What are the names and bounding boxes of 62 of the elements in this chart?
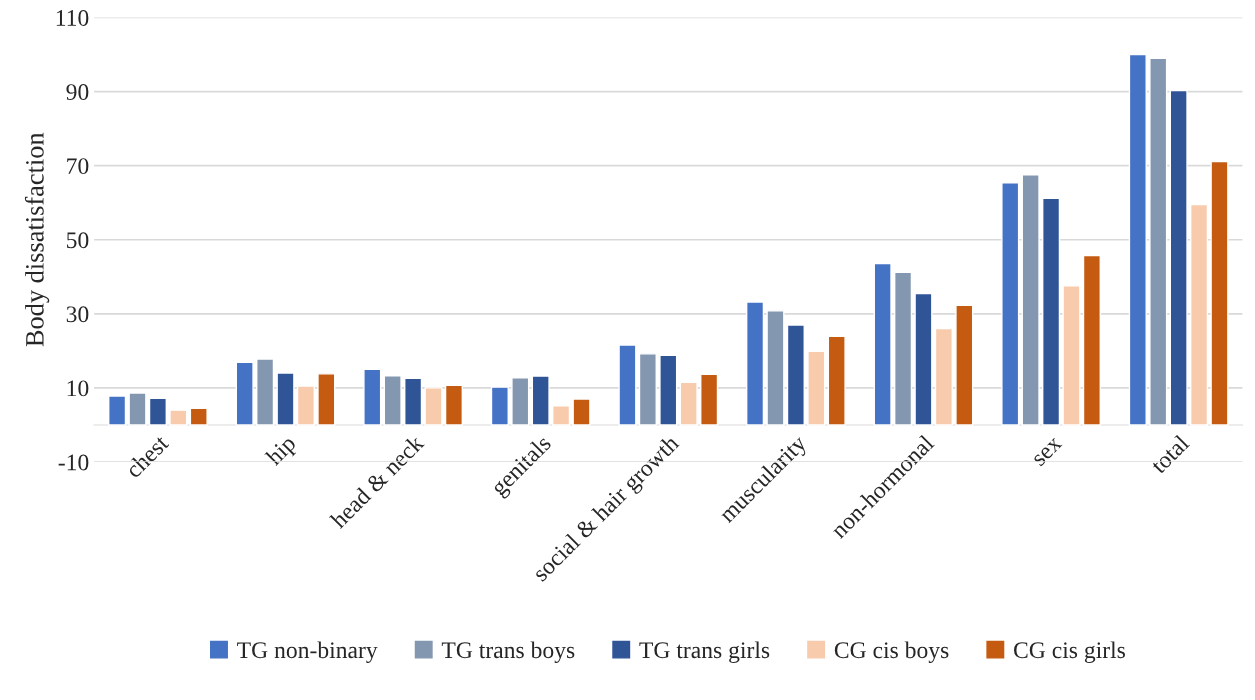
- bar: [490, 386, 509, 426]
- bar: [572, 398, 591, 426]
- bar: [296, 385, 315, 426]
- bar: [1001, 182, 1020, 426]
- bar: [444, 384, 463, 426]
- bar: [404, 377, 423, 426]
- bar: [700, 373, 719, 426]
- bar: [1128, 53, 1147, 426]
- x-tick-label: total: [1149, 433, 1191, 475]
- legend-label: TG trans boys: [441, 641, 575, 663]
- legend-label: TG non-binary: [237, 641, 378, 663]
- bar: [914, 292, 933, 426]
- bar: [873, 262, 892, 426]
- bar: [745, 301, 765, 426]
- bar: [363, 368, 382, 426]
- y-tick-label: -10: [58, 454, 89, 471]
- bar: [1149, 57, 1168, 426]
- x-tick-label: chest: [124, 433, 170, 479]
- bar: [531, 375, 550, 426]
- bar: [893, 271, 913, 426]
- bar: [1190, 203, 1209, 426]
- bar: [169, 409, 188, 426]
- bar: [1082, 254, 1101, 426]
- bar: [1041, 197, 1061, 426]
- y-tick-label: 50: [67, 232, 89, 249]
- bar: [148, 397, 167, 426]
- bar: [552, 405, 571, 426]
- bar: [276, 372, 295, 426]
- bar: [128, 392, 147, 426]
- bar: [235, 361, 254, 426]
- bar: [618, 344, 637, 426]
- legend-label: CG cis boys: [834, 641, 949, 663]
- x-tick-label: hip: [264, 433, 300, 470]
- bar: [383, 374, 402, 426]
- y-tick-label: 10: [67, 380, 89, 397]
- x-tick-label: sex: [1033, 437, 1063, 467]
- bar: [827, 335, 846, 426]
- y-tick-label: 110: [56, 9, 89, 26]
- bar: [1021, 174, 1040, 426]
- bar: [659, 354, 678, 426]
- bar: [256, 358, 275, 426]
- y-axis-title: Body dissatisfaction: [24, 132, 50, 347]
- y-tick-label: 70: [67, 158, 89, 175]
- y-tick-label: 30: [66, 306, 89, 323]
- y-tick-label: 90: [66, 84, 89, 101]
- bar: [679, 381, 698, 426]
- bar: [807, 350, 826, 426]
- bar: [786, 324, 805, 426]
- bar: [1169, 89, 1188, 426]
- bar: [424, 387, 443, 426]
- bar: [955, 304, 974, 426]
- legend-label: TG trans girls: [639, 641, 770, 663]
- bar: [511, 377, 530, 426]
- bar: [189, 407, 208, 426]
- legend-label: CG cis girls: [1014, 641, 1125, 663]
- bar: [638, 353, 657, 426]
- bar: [317, 373, 336, 426]
- bar: [1210, 160, 1229, 426]
- bar: [934, 327, 953, 426]
- bar: [108, 395, 127, 426]
- bar: [1062, 284, 1081, 426]
- bar: [766, 310, 785, 426]
